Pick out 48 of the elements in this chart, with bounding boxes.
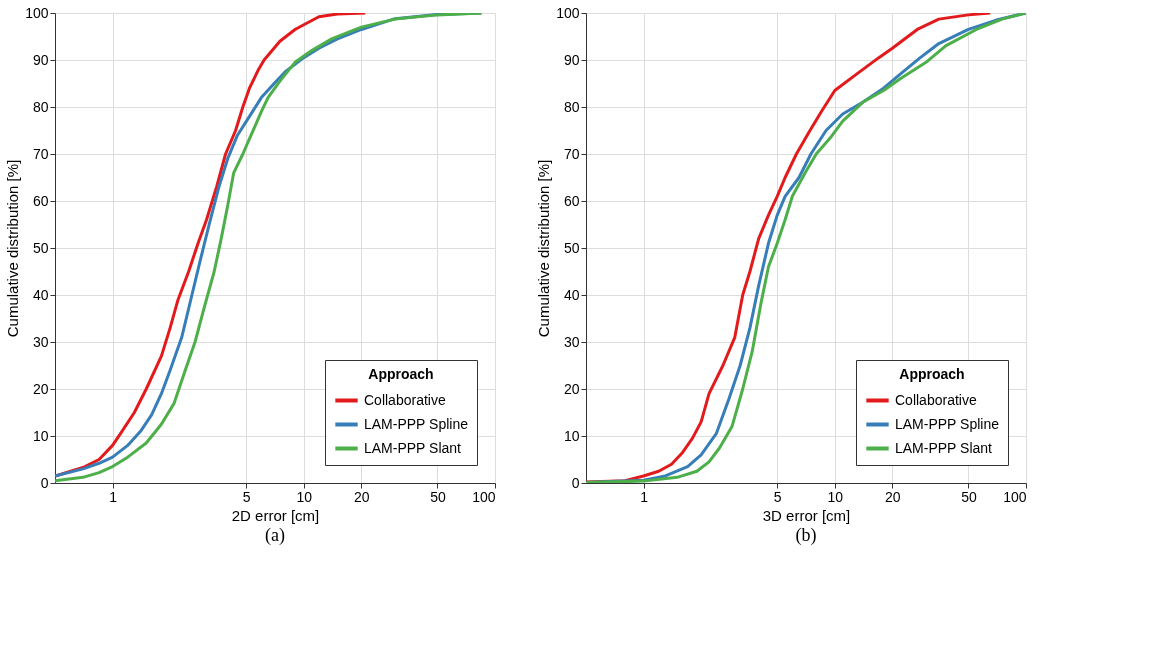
y-tick-label: 90 <box>563 51 580 68</box>
x-tick-label: 20 <box>354 488 370 505</box>
x-axis-title: 3D error [cm] <box>762 506 851 524</box>
y-tick-label: 40 <box>32 286 49 303</box>
y-tick-label: 100 <box>556 4 580 21</box>
x-tick-label: 1 <box>640 488 649 505</box>
y-tick-label: 50 <box>563 239 580 256</box>
legend-title: Approach <box>368 366 434 382</box>
y-tick-label: 0 <box>571 474 580 491</box>
y-tick-label: 10 <box>563 427 580 444</box>
y-tick-label: 0 <box>40 474 49 491</box>
y-axis-title: Cumulative distribution [%] <box>4 159 22 338</box>
legend-label: LAM-PPP Spline <box>364 415 469 432</box>
y-tick-label: 50 <box>32 239 49 256</box>
legend-label: LAM-PPP Slant <box>364 439 462 456</box>
y-tick-label: 100 <box>25 4 49 21</box>
text: (a) <box>265 525 285 546</box>
y-tick-label: 20 <box>563 380 580 397</box>
text: (b) <box>795 525 817 546</box>
x-tick-label: 100 <box>472 488 496 505</box>
x-tick-label: 1 <box>109 488 118 505</box>
y-tick-label: 40 <box>563 286 580 303</box>
legend-label: LAM-PPP Slant <box>895 439 993 456</box>
legend-title: Approach <box>899 366 965 382</box>
x-tick-label: 100 <box>1003 488 1027 505</box>
y-axis-title: Cumulative distribution [%] <box>535 159 553 338</box>
y-tick-label: 30 <box>563 333 580 350</box>
y-tick-label: 10 <box>32 427 49 444</box>
x-tick-label: 10 <box>296 488 313 505</box>
legend-label: Collaborative <box>364 391 446 408</box>
y-tick-label: 80 <box>32 98 49 115</box>
x-tick-label: 20 <box>885 488 901 505</box>
x-tick-label: 50 <box>430 488 446 505</box>
x-axis-title: 2D error [cm] <box>231 506 320 524</box>
y-tick-label: 20 <box>32 380 49 397</box>
legend-label: Collaborative <box>895 391 977 408</box>
y-tick-label: 90 <box>32 51 49 68</box>
y-tick-label: 70 <box>32 145 49 162</box>
x-tick-label: 50 <box>961 488 977 505</box>
legend-label: LAM-PPP Spline <box>895 415 1000 432</box>
y-tick-label: 60 <box>32 192 49 209</box>
y-tick-label: 60 <box>563 192 580 209</box>
y-tick-label: 80 <box>563 98 580 115</box>
x-tick-label: 5 <box>242 488 251 505</box>
x-tick-label: 10 <box>827 488 844 505</box>
x-tick-label: 5 <box>773 488 782 505</box>
y-tick-label: 70 <box>563 145 580 162</box>
y-tick-label: 30 <box>32 333 49 350</box>
